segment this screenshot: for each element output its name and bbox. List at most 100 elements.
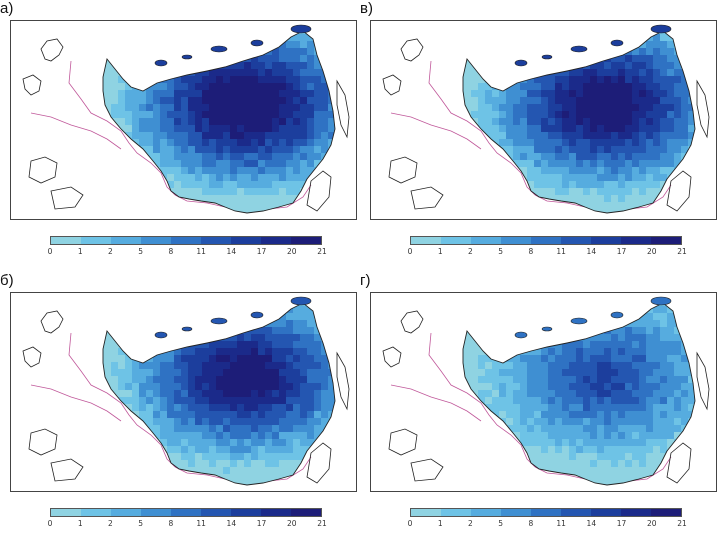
grid-cell xyxy=(146,446,154,454)
grid-cell xyxy=(293,411,301,419)
grid-cell xyxy=(279,188,287,196)
grid-cell xyxy=(146,474,154,482)
grid-cell xyxy=(463,467,465,475)
grid-cell xyxy=(125,181,133,189)
grid-cell xyxy=(485,104,493,112)
grid-cell xyxy=(251,411,259,419)
grid-cell xyxy=(506,320,514,328)
coastline xyxy=(400,38,424,62)
grid-cell xyxy=(139,83,147,91)
grid-cell xyxy=(265,313,273,321)
grid-cell xyxy=(506,327,514,335)
grid-cell xyxy=(307,369,315,377)
grid-cell xyxy=(265,446,273,454)
grid-cell xyxy=(146,181,154,189)
grid-cell xyxy=(646,369,654,377)
grid-cell xyxy=(625,376,633,384)
grid-cell xyxy=(520,320,528,328)
grid-cell xyxy=(321,174,329,182)
grid-cell xyxy=(534,362,542,370)
grid-cell xyxy=(590,174,598,182)
grid-cell xyxy=(174,488,181,491)
grid-cell xyxy=(244,383,252,391)
grid-cell xyxy=(209,355,217,363)
grid-cell xyxy=(104,460,112,468)
grid-cell xyxy=(286,216,293,219)
grid-cell xyxy=(639,97,647,105)
legend-tick-label: 0 xyxy=(47,247,53,256)
grid-cell xyxy=(646,404,654,412)
grid-cell xyxy=(463,383,465,391)
arctic-island xyxy=(610,311,624,319)
grid-cell xyxy=(314,376,322,384)
grid-cell xyxy=(541,83,549,91)
grid-cell xyxy=(471,160,479,168)
grid-cell xyxy=(513,306,521,314)
grid-cell xyxy=(555,306,563,314)
grid-cell xyxy=(111,327,119,335)
grid-cell xyxy=(604,216,611,219)
coastline xyxy=(696,351,710,411)
grid-cell xyxy=(209,83,217,91)
grid-cell xyxy=(471,41,479,49)
grid-cell xyxy=(583,327,591,335)
grid-cell xyxy=(667,111,675,119)
grid-cell xyxy=(216,90,224,98)
grid-cell xyxy=(286,41,294,49)
grid-cell xyxy=(611,202,619,210)
grid-cell xyxy=(104,320,112,328)
grid-cell xyxy=(216,418,224,426)
grid-cell xyxy=(485,160,493,168)
grid-cell xyxy=(506,439,514,447)
grid-cell xyxy=(541,362,549,370)
grid-cell xyxy=(216,439,224,447)
grid-cell xyxy=(463,439,465,447)
grid-cell xyxy=(590,474,598,482)
grid-cell xyxy=(237,31,245,35)
grid-cell xyxy=(139,411,147,419)
grid-cell xyxy=(279,481,287,485)
grid-cell xyxy=(667,439,675,447)
grid-cell xyxy=(300,83,308,91)
grid-cell xyxy=(181,303,189,307)
grid-cell xyxy=(471,90,479,98)
grid-cell xyxy=(653,488,660,491)
grid-cell xyxy=(604,195,612,203)
grid-cell xyxy=(576,69,584,77)
grid-cell xyxy=(132,202,140,210)
grid-cell xyxy=(195,125,203,133)
grid-cell xyxy=(300,62,308,70)
grid-cell xyxy=(103,209,105,213)
grid-cell xyxy=(569,160,577,168)
grid-cell xyxy=(569,34,577,42)
grid-cell xyxy=(604,369,612,377)
grid-cell xyxy=(625,460,633,468)
grid-cell xyxy=(499,139,507,147)
grid-cell xyxy=(562,334,570,342)
grid-cell xyxy=(139,348,147,356)
grid-cell xyxy=(597,418,605,426)
legend-tick-label: 8 xyxy=(168,519,174,528)
grid-cell xyxy=(548,348,556,356)
grid-cell xyxy=(618,481,626,485)
grid-cell xyxy=(223,181,231,189)
grid-cell xyxy=(307,411,315,419)
grid-cell xyxy=(188,341,196,349)
grid-cell xyxy=(534,383,542,391)
grid-cell xyxy=(146,313,154,321)
grid-cell xyxy=(195,369,203,377)
grid-cell xyxy=(209,334,217,342)
grid-cell xyxy=(520,125,528,133)
grid-cell xyxy=(562,139,570,147)
grid-cell xyxy=(534,446,542,454)
grid-cell xyxy=(604,167,612,175)
grid-cell xyxy=(321,446,329,454)
grid-cell xyxy=(534,146,542,154)
grid-cell xyxy=(464,181,472,189)
grid-cell xyxy=(583,348,591,356)
grid-cell xyxy=(328,41,335,49)
grid-cell xyxy=(562,488,569,491)
grid-cell xyxy=(681,76,689,84)
grid-cell xyxy=(307,111,315,119)
legend-tick-label: 20 xyxy=(286,247,297,256)
